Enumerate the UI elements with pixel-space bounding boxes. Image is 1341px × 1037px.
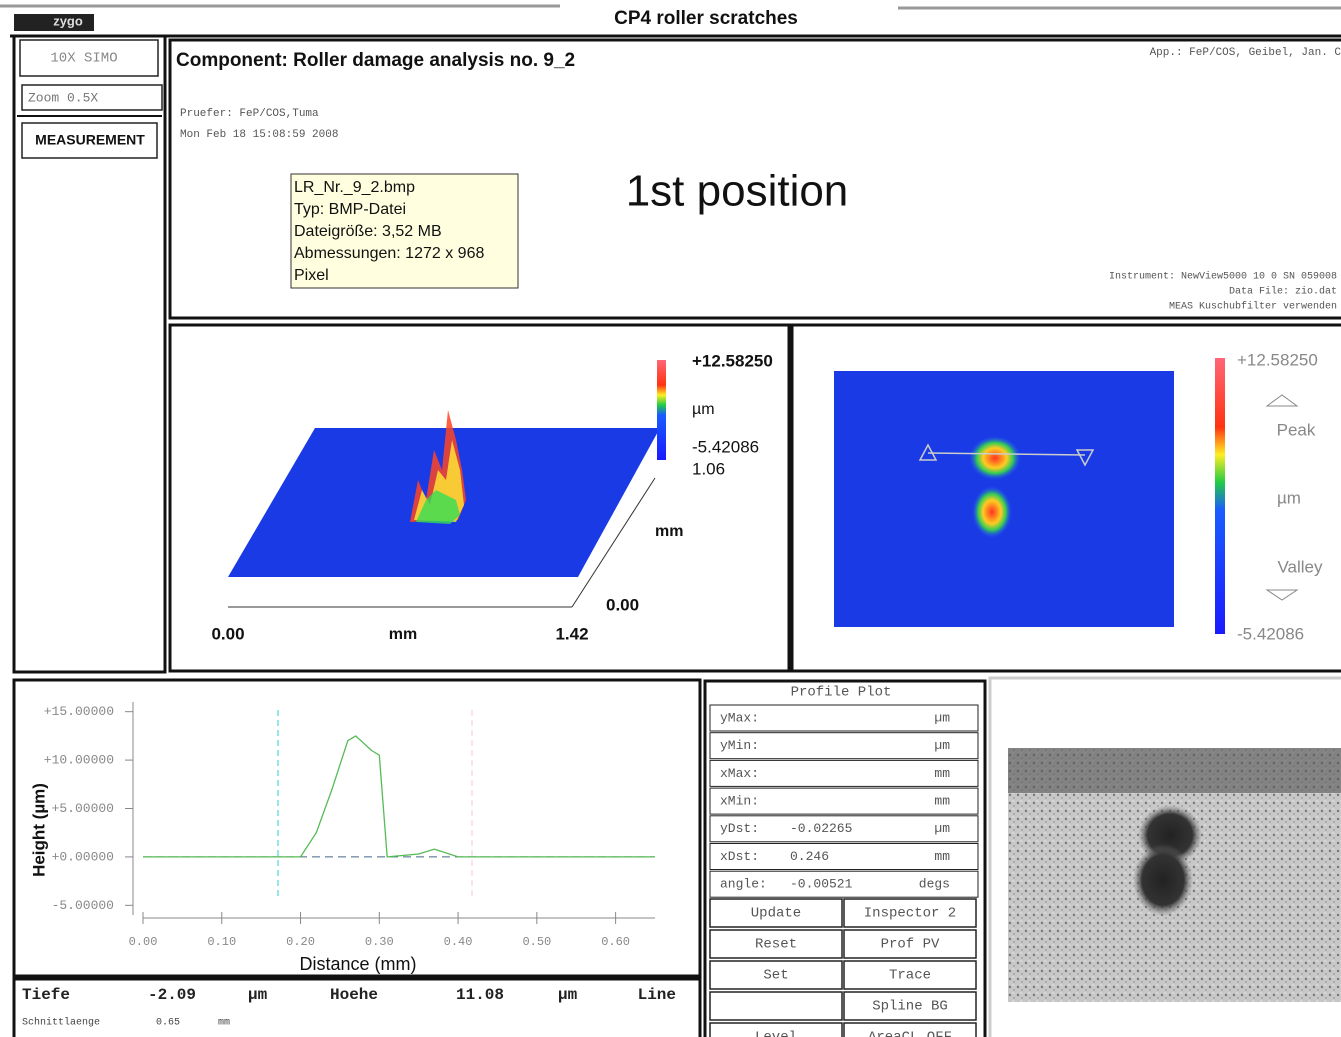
- y-max: 1.06: [692, 459, 725, 478]
- x-tick-label: 0.20: [286, 935, 315, 949]
- y-tick-label: +10.00000: [44, 753, 114, 768]
- x-tick-label: 0.60: [601, 935, 630, 949]
- info: Tiefe -2.09 µm Hoehe 11.08 µm Line Schnittlaeng…: [22, 986, 676, 1028]
- row-label: angle:: [720, 877, 767, 892]
- profile-chart: +15.00000 +10.00000 +5.00000 +0.00000 -5.000…: [44, 702, 655, 949]
- row-unit: mm: [934, 766, 950, 781]
- pruefer: Pruefer: FeP/COS,Tuma: [180, 108, 319, 120]
- z-min: -5.42086: [692, 437, 759, 456]
- y-tick-label: +0.00000: [52, 849, 114, 864]
- y-unit: mm: [655, 523, 683, 540]
- button-label[interactable]: Inspector 2: [864, 906, 956, 922]
- info-item: µm: [248, 986, 268, 1004]
- info-item: 0.65: [156, 1018, 180, 1029]
- y-axis-title: Height (µm): [29, 783, 48, 877]
- button-label[interactable]: Prof PV: [881, 937, 940, 953]
- map-unit: µm: [1277, 488, 1301, 507]
- measurement[interactable]: MEASUREMENT: [35, 132, 145, 148]
- logo: zygo: [53, 13, 83, 28]
- table-title: Profile Plot: [791, 685, 892, 701]
- row-value: 0.246: [790, 849, 829, 864]
- x-tick-label: 0.30: [365, 935, 394, 949]
- map-min: -5.42086: [1237, 624, 1304, 643]
- instrument-lines: Instrument: NewView5000 10 0 SN 059008 Da…: [1109, 271, 1337, 313]
- tooltip-line: Pixel: [294, 267, 329, 284]
- tooltip-line: Dateigröße: 3,52 MB: [294, 223, 442, 240]
- instrument-line: Instrument: NewView5000 10 0 SN 059008: [1109, 271, 1337, 283]
- x-tick-label: 0.00: [129, 935, 158, 949]
- objective[interactable]: 10X SIMO: [50, 51, 117, 67]
- x-unit: mm: [389, 626, 417, 643]
- button-label[interactable]: Update: [751, 906, 801, 922]
- button-label[interactable]: Reset: [755, 937, 797, 953]
- row-unit: µm: [934, 821, 950, 836]
- tooltip-line: LR_Nr._9_2.bmp: [294, 179, 415, 196]
- screen: zygo CP4 roller scratches 10X SIMO Zoom …: [0, 0, 1341, 1037]
- app-info: App.: FeP/COS, Geibel, Jan. C: [1150, 47, 1341, 59]
- row-label: yDst:: [720, 821, 759, 836]
- row-label: xMax:: [720, 766, 759, 781]
- x-min: 0.00: [211, 624, 244, 643]
- window-title: CP4 roller scratches: [614, 8, 798, 29]
- info-item: mm: [218, 1018, 230, 1029]
- component: Component: Roller damage analysis no. 9_…: [176, 50, 575, 71]
- x-tick-label: 0.50: [522, 935, 551, 949]
- colorbar-3d: [657, 360, 666, 460]
- y-min: 0.00: [606, 595, 639, 614]
- page: zygo CP4 roller scratches 10X SIMO Zoom …: [0, 0, 1341, 1037]
- y-tick-label: +15.00000: [44, 704, 114, 719]
- zoom[interactable]: Zoom 0.5X: [28, 90, 98, 105]
- row-label: yMax:: [720, 710, 759, 725]
- peak-label: Peak: [1277, 420, 1316, 439]
- tooltip-line: Typ: BMP-Datei: [294, 201, 406, 218]
- row-label: yMin:: [720, 738, 759, 753]
- valley-label: Valley: [1277, 557, 1323, 576]
- row-value: -0.02265: [790, 821, 852, 836]
- row-value: -0.00521: [790, 877, 853, 892]
- info-item: Hoehe: [330, 986, 378, 1004]
- row-unit: degs: [919, 877, 950, 892]
- instrument-line: Data File: zio.dat: [1229, 286, 1337, 298]
- instrument-line: MEAS Kuschubfilter verwenden: [1169, 301, 1337, 313]
- x-tick-label: 0.10: [207, 935, 236, 949]
- info-item: Schnittlaenge: [22, 1017, 100, 1029]
- z-max: +12.58250: [692, 351, 773, 370]
- table: Profile Plot yMax: µm yMin: µm xMax: mm xMin: mm…: [710, 685, 978, 1037]
- row-unit: mm: [934, 794, 950, 809]
- row-unit: µm: [934, 710, 950, 725]
- button-label[interactable]: Level: [755, 1030, 797, 1037]
- z-unit: µm: [692, 401, 715, 418]
- map-max: +12.58250: [1237, 350, 1318, 369]
- pit: [1133, 844, 1193, 916]
- colorbar-map: [1215, 358, 1225, 634]
- row-label: xMin:: [720, 794, 759, 809]
- button-label[interactable]: AreaCL OFF: [868, 1030, 952, 1037]
- profile-line: [143, 736, 655, 857]
- position-label: 1st position: [626, 167, 849, 216]
- profile-panel: [14, 680, 700, 976]
- x-tick-label: 0.40: [444, 935, 473, 949]
- info-item: Line: [638, 986, 676, 1004]
- info-item: -2.09: [148, 986, 196, 1004]
- button[interactable]: [710, 992, 842, 1020]
- info-item: µm: [558, 986, 578, 1004]
- y-tick-label: +5.00000: [52, 801, 114, 816]
- button-label[interactable]: Spline BG: [872, 999, 948, 1015]
- button-label[interactable]: Set: [763, 968, 788, 984]
- row-unit: µm: [934, 738, 950, 753]
- tooltip-line: Abmessungen: 1272 x 968: [294, 245, 484, 262]
- row-label: xDst:: [720, 849, 759, 864]
- map-spot: [972, 486, 1012, 538]
- info-item: 11.08: [456, 986, 504, 1004]
- button-label[interactable]: Trace: [889, 968, 931, 984]
- row-unit: mm: [934, 849, 950, 864]
- map-spot: [969, 436, 1021, 480]
- date: Mon Feb 18 15:08:59 2008: [180, 129, 338, 141]
- y-tick-label: -5.00000: [52, 898, 114, 913]
- info-item: Tiefe: [22, 986, 70, 1004]
- x-axis-title: Distance (mm): [299, 954, 416, 974]
- x-max: 1.42: [555, 624, 588, 643]
